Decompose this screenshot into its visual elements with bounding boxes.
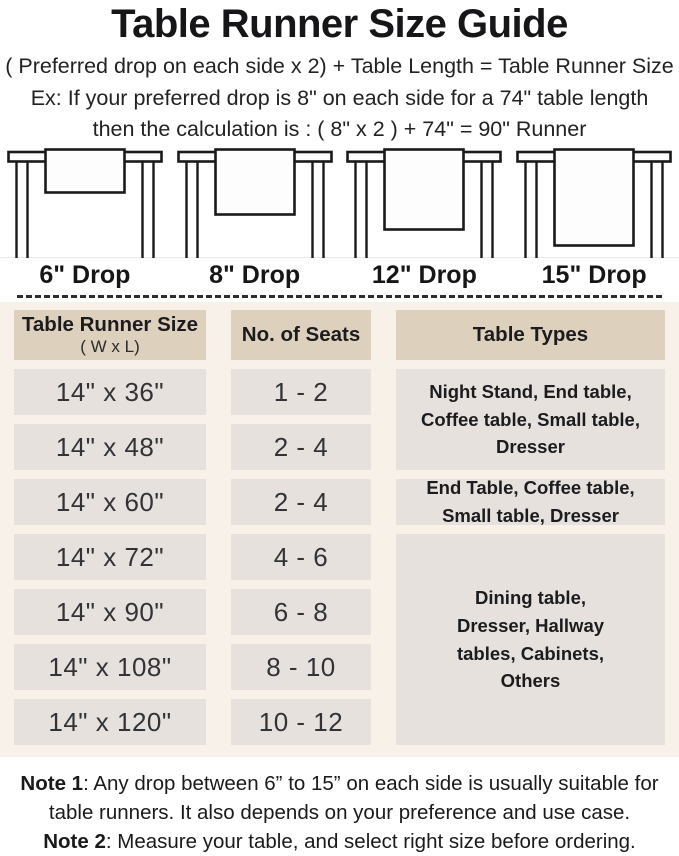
header-runner-size: Table Runner Size ( W x L) xyxy=(14,310,206,360)
note-2-text: : Measure your table, and select right s… xyxy=(105,830,636,854)
table-runner-12in-icon xyxy=(346,148,503,258)
header-table-types-title: Table Types xyxy=(472,323,589,347)
header-table-types: Table Types xyxy=(396,310,665,360)
table-runner-15in-icon xyxy=(516,148,672,258)
seats-cell: 1 - 2 xyxy=(231,369,371,415)
table-types-group-1: Night Stand, End table, Coffee table, Sm… xyxy=(396,369,665,470)
page-title: Table Runner Size Guide xyxy=(111,2,568,46)
note-1: Note 1: Any drop between 6” to 15” on ea… xyxy=(4,769,675,827)
drop-label-15in: 15" Drop xyxy=(541,261,647,289)
seats-cell: 4 - 6 xyxy=(231,534,371,580)
drop-label-12in: 12" Drop xyxy=(371,261,477,289)
note-2-label: Note 2 xyxy=(43,830,106,854)
table-runner-6in-icon xyxy=(7,148,163,258)
table-runner-8in-icon xyxy=(176,148,333,258)
table-types-group-2: End Table, Coffee table, Small table, Dr… xyxy=(396,477,665,526)
header-seats: No. of Seats xyxy=(231,310,371,360)
seats-cell: 2 - 4 xyxy=(231,479,371,525)
drop-label-8in: 8" Drop xyxy=(209,261,301,289)
runner-rect xyxy=(553,148,635,247)
dashed-divider xyxy=(17,295,662,298)
size-cell: 14" x 48" xyxy=(14,424,206,470)
seats-cell: 10 - 12 xyxy=(231,699,371,745)
runner-rect xyxy=(44,148,126,194)
size-cell: 14" x 72" xyxy=(14,534,206,580)
seats-cell: 8 - 10 xyxy=(231,644,371,690)
formula-text: ( Preferred drop on each side x 2) + Tab… xyxy=(5,54,674,78)
header-runner-size-sub: ( W x L) xyxy=(80,336,140,356)
drop-labels-row: 6" Drop 8" Drop 12" Drop 15" Drop xyxy=(0,261,679,290)
note-1-text: : Any drop between 6” to 15” on each sid… xyxy=(48,772,659,825)
drop-label-6in: 6" Drop xyxy=(39,261,131,289)
example-line-2: then the calculation is : ( 8" x 2 ) + 7… xyxy=(92,117,587,141)
header: Table Runner Size Guide ( Preferred drop… xyxy=(0,0,679,142)
table-drawing-15in-drop xyxy=(509,148,679,258)
table-drawing-12in-drop xyxy=(340,148,510,258)
header-runner-size-title: Table Runner Size xyxy=(21,313,199,337)
size-cell: 14" x 108" xyxy=(14,644,206,690)
runner-rect xyxy=(213,148,296,216)
size-cell: 14" x 60" xyxy=(14,479,206,525)
seats-cell: 6 - 8 xyxy=(231,589,371,635)
size-cell: 14" x 36" xyxy=(14,369,206,415)
size-table: Table Runner Size ( W x L) No. of Seats … xyxy=(0,302,679,757)
header-seats-title: No. of Seats xyxy=(241,323,361,347)
note-1-label: Note 1 xyxy=(20,772,84,795)
size-cell: 14" x 120" xyxy=(14,699,206,745)
example-line-1: Ex: If your preferred drop is 8" on each… xyxy=(30,86,649,110)
drop-illustrations xyxy=(0,148,679,258)
seats-cell: 2 - 4 xyxy=(231,424,371,470)
note-2: Note 2: Measure your table, and select r… xyxy=(4,827,675,856)
notes: Note 1: Any drop between 6” to 15” on ea… xyxy=(0,757,679,856)
table-types-group-3: Dining table, Dresser, Hallway tables, C… xyxy=(396,534,665,745)
table-drawing-6in-drop xyxy=(0,148,170,258)
table-drawing-8in-drop xyxy=(170,148,340,258)
runner-rect xyxy=(383,148,466,231)
size-cell: 14" x 90" xyxy=(14,589,206,635)
